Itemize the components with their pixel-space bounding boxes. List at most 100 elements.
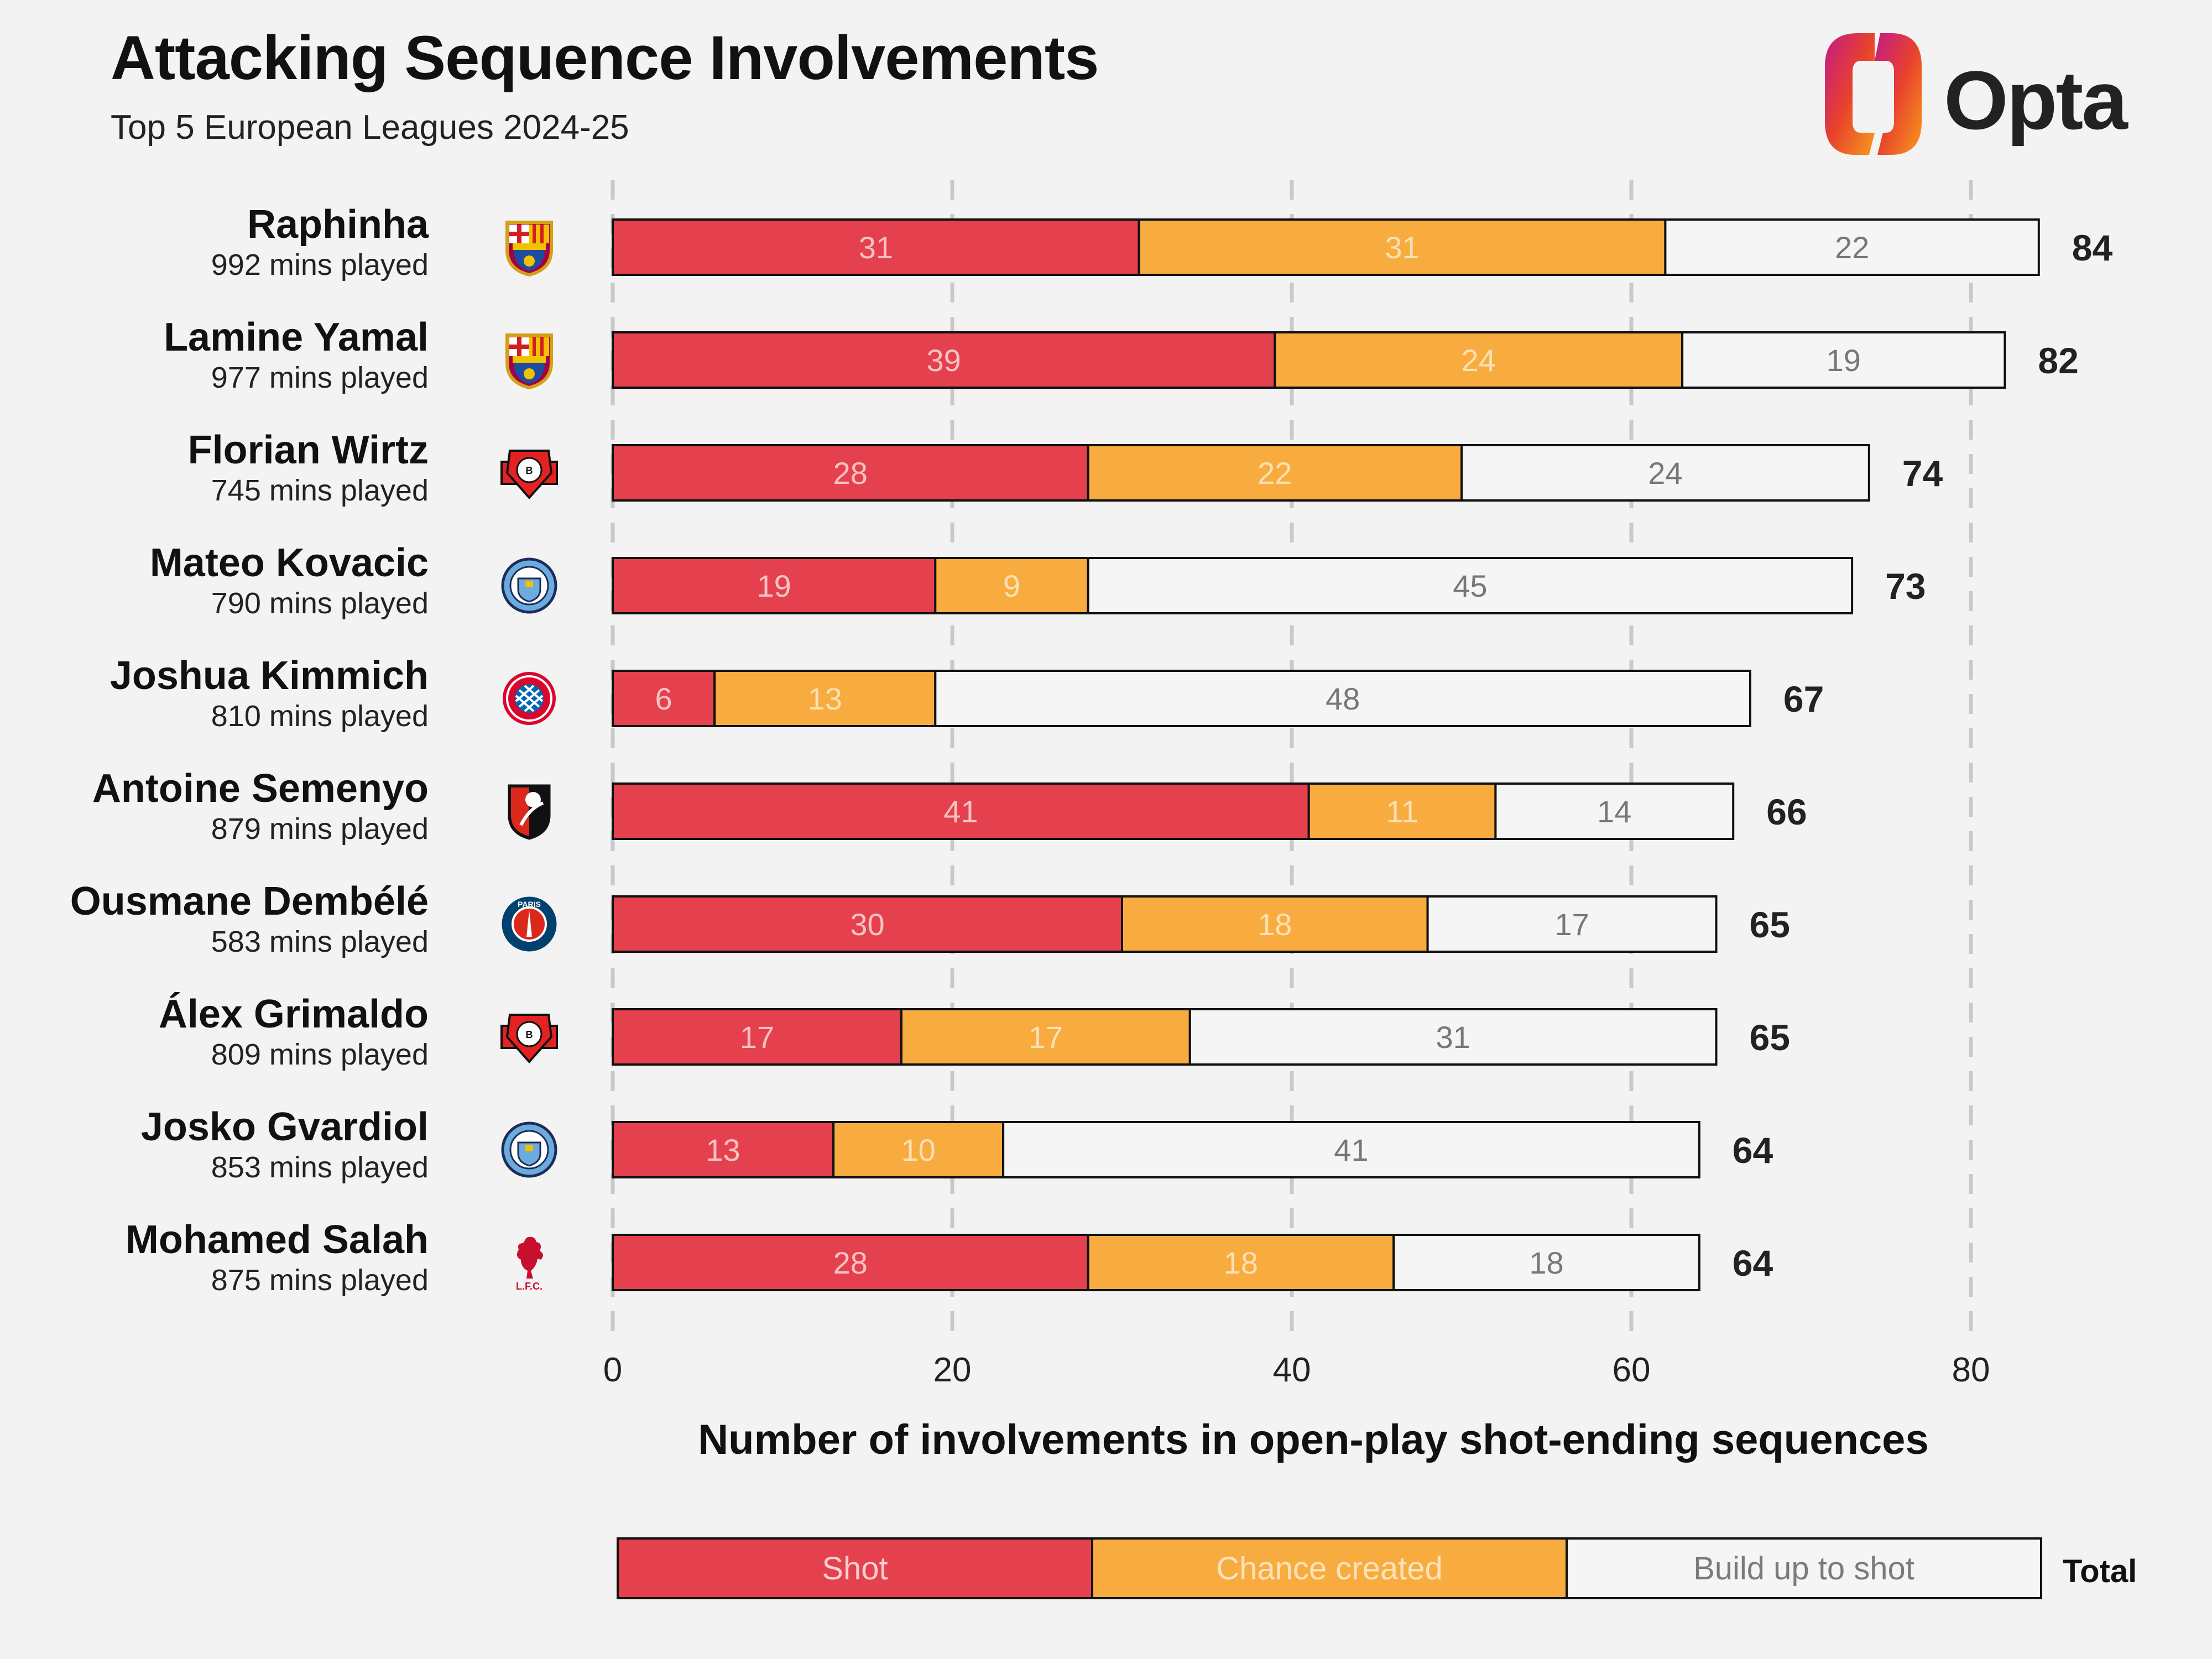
bar-total-label: 64 xyxy=(1733,1130,1773,1171)
barcelona-crest-icon xyxy=(499,217,560,278)
bar-segment-chance-created xyxy=(900,1008,1191,1066)
bar-total-label: 74 xyxy=(1902,453,1943,494)
bar-label-shot: 28 xyxy=(833,1245,868,1280)
player-name: Raphinha xyxy=(247,202,429,247)
x-axis-title: Number of involvements in open-play shot… xyxy=(698,1416,1929,1463)
bar-total-label: 73 xyxy=(1885,566,1926,607)
bar-label-build-up: 19 xyxy=(1827,343,1861,378)
bar-label-shot: 19 xyxy=(757,568,791,603)
opta-wordmark: Opta xyxy=(1944,54,2128,147)
opta-mark-icon xyxy=(1825,33,1922,155)
bar-segment-shot xyxy=(612,444,1089,502)
player-minutes: 992 mins played xyxy=(211,248,429,281)
player-minutes: 977 mins played xyxy=(211,361,429,394)
leverkusen-crest-icon: B xyxy=(499,1006,560,1067)
leverkusen-crest-icon: B xyxy=(499,442,560,503)
bar-label-build-up: 31 xyxy=(1436,1020,1470,1055)
player-label: Joshua Kimmich 810 mins played xyxy=(33,653,429,734)
bar-label-shot: 28 xyxy=(833,456,868,491)
bayern-crest-icon xyxy=(499,668,560,729)
bar-label-build-up: 14 xyxy=(1597,794,1631,829)
bar-label-chance-created: 10 xyxy=(901,1133,935,1167)
bar-segment-build-up xyxy=(1426,895,1718,953)
bar-segment-build-up xyxy=(1392,1234,1700,1291)
bar-segment-build-up xyxy=(1002,1121,1700,1178)
x-tick-label: 0 xyxy=(603,1351,622,1389)
bar-segment-chance-created xyxy=(934,557,1089,614)
bar-segment-shot xyxy=(612,331,1276,389)
player-minutes: 853 mins played xyxy=(211,1151,429,1184)
bar-segment-chance-created xyxy=(713,670,937,727)
bar-segment-shot xyxy=(612,557,937,614)
bar-segment-chance-created xyxy=(832,1121,1005,1178)
player-label: Florian Wirtz 745 mins played xyxy=(33,427,429,508)
man-city-crest-icon xyxy=(499,555,560,616)
player-minutes: 583 mins played xyxy=(211,925,429,958)
bar-segment-shot xyxy=(612,1234,1089,1291)
player-label: Álex Grimaldo 809 mins played xyxy=(33,992,429,1072)
player-label: Antoine Semenyo 879 mins played xyxy=(33,766,429,847)
player-label: Lamine Yamal 977 mins played xyxy=(33,315,429,395)
bar-segment-shot xyxy=(612,218,1140,276)
x-tick-label: 60 xyxy=(1613,1351,1651,1389)
svg-text:B: B xyxy=(526,1029,533,1040)
bar-label-shot: 30 xyxy=(850,907,884,942)
bar-label-shot: 41 xyxy=(943,794,978,829)
player-name: Florian Wirtz xyxy=(187,428,429,472)
player-name: Mohamed Salah xyxy=(125,1218,429,1262)
bar-total-label: 84 xyxy=(2072,227,2113,268)
bar-segment-shot xyxy=(612,895,1123,953)
player-minutes: 790 mins played xyxy=(211,587,429,620)
bar-segment-chance-created xyxy=(1087,1234,1395,1291)
svg-text:L.F.C.: L.F.C. xyxy=(516,1281,542,1292)
bar-label-build-up: 22 xyxy=(1835,230,1869,265)
bar-label-build-up: 24 xyxy=(1648,456,1682,491)
legend-chance-created: Chance created xyxy=(1091,1537,1568,1599)
bar-segment-chance-created xyxy=(1307,782,1497,840)
liverpool-crest-icon: L.F.C. xyxy=(499,1232,560,1293)
bar-segment-chance-created xyxy=(1274,331,1684,389)
legend-build-up: Build up to shot xyxy=(1566,1537,2042,1599)
legend-shot: Shot xyxy=(617,1537,1093,1599)
man-city-crest-icon xyxy=(499,1119,560,1180)
bar-label-chance-created: 18 xyxy=(1258,907,1292,942)
bar-segment-build-up xyxy=(1460,444,1870,502)
bar-label-chance-created: 18 xyxy=(1224,1245,1258,1280)
bar-segment-shot xyxy=(612,1121,835,1178)
bar-total-label: 66 xyxy=(1766,791,1807,832)
bar-total-label: 82 xyxy=(2038,340,2078,381)
player-minutes: 809 mins played xyxy=(211,1038,429,1071)
bar-label-shot: 6 xyxy=(655,681,672,716)
player-minutes: 875 mins played xyxy=(211,1264,429,1297)
bar-segment-build-up xyxy=(1664,218,2040,276)
bar-segment-build-up xyxy=(934,670,1751,727)
player-minutes: 745 mins played xyxy=(211,474,429,507)
bar-label-chance-created: 17 xyxy=(1029,1020,1063,1055)
bar-label-chance-created: 11 xyxy=(1386,794,1418,829)
bar-label-build-up: 48 xyxy=(1326,681,1360,716)
bar-label-build-up: 17 xyxy=(1554,907,1589,942)
player-label: Mohamed Salah 875 mins played xyxy=(33,1217,429,1298)
bar-segment-shot xyxy=(612,782,1310,840)
bar-label-build-up: 41 xyxy=(1334,1133,1368,1167)
svg-text:PARIS: PARIS xyxy=(518,900,541,909)
player-name: Ousmane Dembélé xyxy=(70,879,429,924)
player-name: Mateo Kovacic xyxy=(149,541,429,585)
bar-total-label: 67 xyxy=(1783,679,1824,719)
player-name: Josko Gvardiol xyxy=(140,1105,429,1149)
bar-segment-build-up xyxy=(1681,331,2006,389)
bar-label-shot: 17 xyxy=(740,1020,774,1055)
x-tick-label: 40 xyxy=(1273,1351,1311,1389)
opta-logo: Opta xyxy=(1814,28,2128,160)
player-name: Joshua Kimmich xyxy=(109,654,429,698)
player-name: Álex Grimaldo xyxy=(158,992,429,1036)
chart-title: Attacking Sequence Involvements xyxy=(111,23,1099,92)
player-label: Mateo Kovacic 790 mins played xyxy=(33,540,429,621)
bar-segment-build-up xyxy=(1188,1008,1718,1066)
legend: Shot Chance created Build up to shot xyxy=(617,1537,2043,1604)
psg-crest-icon: PARIS xyxy=(499,894,560,954)
svg-text:B: B xyxy=(526,465,533,476)
bar-total-label: 64 xyxy=(1733,1243,1773,1284)
bar-label-chance-created: 22 xyxy=(1258,456,1292,491)
bar-label-chance-created: 24 xyxy=(1462,343,1496,378)
